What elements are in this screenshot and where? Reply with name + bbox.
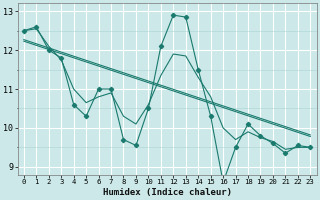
X-axis label: Humidex (Indice chaleur): Humidex (Indice chaleur) bbox=[103, 188, 232, 197]
